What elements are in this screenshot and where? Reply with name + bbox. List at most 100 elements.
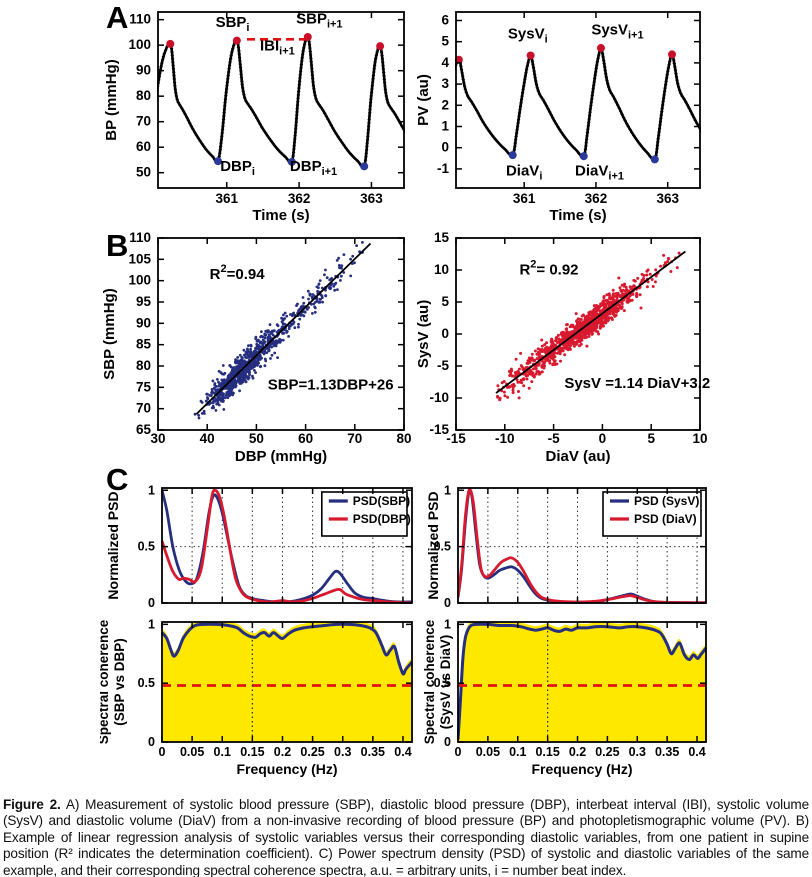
svg-text:1: 1 xyxy=(444,617,451,631)
svg-text:SysVi: SysVi xyxy=(508,26,548,46)
svg-text:0.05: 0.05 xyxy=(476,745,500,759)
svg-text:Frequency (Hz): Frequency (Hz) xyxy=(531,761,632,777)
caption-text: A) Measurement of systolic blood pressur… xyxy=(3,797,809,877)
svg-text:80: 80 xyxy=(136,358,151,373)
svg-text:0: 0 xyxy=(455,745,462,759)
svg-text:70: 70 xyxy=(136,114,151,129)
svg-text:0: 0 xyxy=(441,326,449,341)
svg-text:SBPi+1: SBPi+1 xyxy=(296,10,342,30)
svg-text:3: 3 xyxy=(441,76,449,91)
svg-text:10: 10 xyxy=(692,431,707,446)
svg-text:90: 90 xyxy=(136,315,151,330)
svg-text:Frequency (Hz): Frequency (Hz) xyxy=(236,761,337,777)
svg-text:50: 50 xyxy=(136,165,151,180)
svg-text:2: 2 xyxy=(441,97,449,112)
svg-text:75: 75 xyxy=(136,379,152,394)
svg-text:0.1: 0.1 xyxy=(509,745,526,759)
svg-text:BP (mmHg): BP (mmHg) xyxy=(103,59,120,140)
svg-text:0: 0 xyxy=(159,745,166,759)
svg-text:80: 80 xyxy=(396,431,411,446)
svg-text:0: 0 xyxy=(599,431,607,446)
svg-text:363: 363 xyxy=(656,191,679,206)
svg-text:0: 0 xyxy=(444,596,451,608)
svg-text:0.1: 0.1 xyxy=(214,745,231,759)
svg-text:30: 30 xyxy=(150,431,165,446)
svg-text:-10: -10 xyxy=(429,390,449,405)
svg-text:5: 5 xyxy=(647,431,655,446)
svg-text:0: 0 xyxy=(148,596,155,608)
svg-text:15: 15 xyxy=(434,230,450,245)
svg-text:Spectral coherence: Spectral coherence xyxy=(422,619,437,744)
svg-text:0.35: 0.35 xyxy=(361,745,385,759)
svg-text:DiaVi+1: DiaVi+1 xyxy=(575,162,624,182)
svg-text:DiaVi: DiaVi xyxy=(506,162,542,182)
svg-text:0.5: 0.5 xyxy=(434,540,451,554)
svg-text:0.35: 0.35 xyxy=(655,745,679,759)
svg-text:363: 363 xyxy=(360,191,383,206)
svg-text:-15: -15 xyxy=(446,431,466,446)
svg-text:1: 1 xyxy=(441,119,449,134)
svg-text:SBP (mmHg): SBP (mmHg) xyxy=(101,288,118,379)
svg-text:PSD(DBP): PSD(DBP) xyxy=(353,512,411,526)
svg-text:60: 60 xyxy=(298,431,313,446)
svg-text:1: 1 xyxy=(148,617,155,631)
svg-text:SBPi: SBPi xyxy=(216,14,250,34)
panel-label-a: A xyxy=(106,0,129,35)
svg-text:0: 0 xyxy=(148,735,155,749)
svg-text:0.25: 0.25 xyxy=(300,745,324,759)
svg-text:PSD(SBP): PSD(SBP) xyxy=(353,494,410,508)
svg-text:R2=0.94: R2=0.94 xyxy=(210,263,266,283)
svg-text:4: 4 xyxy=(441,55,449,70)
bp-psd-chart: PSD(SBP) PSD(DBP) 0 0.5 1 Normalized PSD xyxy=(100,476,422,613)
svg-text:110: 110 xyxy=(129,12,151,27)
svg-text:0.05: 0.05 xyxy=(180,745,204,759)
svg-text:65: 65 xyxy=(136,422,152,437)
svg-text:Time (s): Time (s) xyxy=(252,207,309,224)
svg-text:Spectral coherence: Spectral coherence xyxy=(100,619,111,744)
svg-text:6: 6 xyxy=(441,12,449,27)
svg-text:362: 362 xyxy=(585,191,608,206)
pv-coherence-chart: 0 0.05 0.1 0.15 0.2 0.25 0.3 0.35 0.4 0 0.5 1 Freque… xyxy=(398,608,718,785)
svg-text:0.25: 0.25 xyxy=(595,745,619,759)
svg-text:0: 0 xyxy=(441,140,449,155)
svg-text:10: 10 xyxy=(434,262,449,277)
svg-text:361: 361 xyxy=(215,191,238,206)
figure-caption: Figure 2. A) Measurement of systolic blo… xyxy=(3,797,809,877)
svg-text:0.2: 0.2 xyxy=(569,745,586,759)
svg-text:SysVi+1: SysVi+1 xyxy=(591,21,643,41)
pv-psd-chart: PSD (SysV) PSD (DiaV) 0 0.5 1 Normalized PSD xyxy=(398,476,718,613)
svg-text:0.5: 0.5 xyxy=(138,540,155,554)
svg-text:5: 5 xyxy=(441,294,449,309)
svg-text:1: 1 xyxy=(148,483,155,497)
svg-text:100: 100 xyxy=(128,273,151,288)
svg-text:50: 50 xyxy=(249,431,264,446)
svg-text:-5: -5 xyxy=(548,431,560,446)
svg-text:SysV (au): SysV (au) xyxy=(415,300,432,368)
svg-text:85: 85 xyxy=(136,337,152,352)
bp-waveform-chart: SBPi SBPi+1 IBIi+1 DBPi DBPi+1 361 362 363 50 60 7… xyxy=(100,0,422,231)
svg-text:0.2: 0.2 xyxy=(274,745,291,759)
svg-text:(SBP vs DBP): (SBP vs DBP) xyxy=(112,638,127,726)
svg-text:0.5: 0.5 xyxy=(434,676,451,690)
pv-waveform-chart: SysVi SysVi+1 DiaVi DiaVi+1 361 362 363 -1 0 1 2 3 4… xyxy=(398,0,718,231)
svg-text:100: 100 xyxy=(128,37,151,52)
svg-text:SBP=1.13DBP+26: SBP=1.13DBP+26 xyxy=(268,376,394,393)
svg-text:0.4: 0.4 xyxy=(688,745,705,759)
svg-text:0.3: 0.3 xyxy=(334,745,351,759)
svg-text:DBP (mmHg): DBP (mmHg) xyxy=(235,448,327,465)
svg-text:IBIi+1: IBIi+1 xyxy=(260,37,295,57)
svg-text:60: 60 xyxy=(136,139,151,154)
svg-text:PSD (DiaV): PSD (DiaV) xyxy=(634,512,697,526)
svg-text:95: 95 xyxy=(136,294,152,309)
svg-text:0.15: 0.15 xyxy=(535,745,559,759)
svg-text:R2= 0.92: R2= 0.92 xyxy=(519,258,578,278)
svg-text:80: 80 xyxy=(136,88,151,103)
svg-text:SysV =1.14 DiaV+3.2: SysV =1.14 DiaV+3.2 xyxy=(564,375,710,392)
panel-label-b: B xyxy=(106,228,129,263)
svg-text:0.4: 0.4 xyxy=(394,745,411,759)
svg-text:-5: -5 xyxy=(437,358,449,373)
svg-text:PV (au): PV (au) xyxy=(415,74,432,126)
svg-text:DiaV (au): DiaV (au) xyxy=(545,448,610,465)
svg-text:0.3: 0.3 xyxy=(629,745,646,759)
